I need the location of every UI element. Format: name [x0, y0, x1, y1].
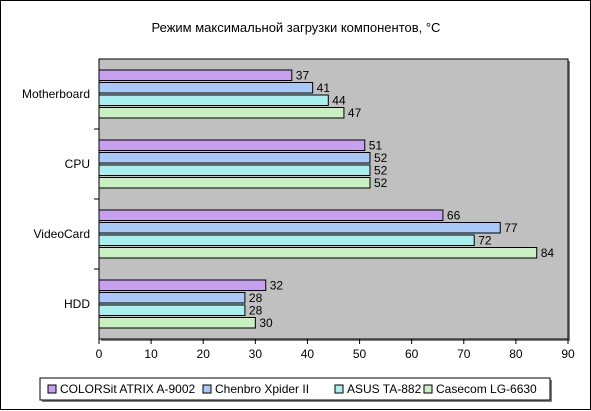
- legend-swatch: [47, 384, 57, 394]
- legend: COLORSit ATRIX A-9002 Chenbro Xpider II AS…: [39, 377, 552, 402]
- bar-value-label: 51: [369, 139, 383, 153]
- bar-value-label: 72: [478, 234, 492, 248]
- bar-value-label: 37: [296, 69, 310, 83]
- x-tick-label: 90: [561, 347, 575, 361]
- bar-value-label: 28: [249, 291, 263, 305]
- bar: [98, 69, 293, 81]
- bar: [98, 292, 246, 304]
- bar: [98, 164, 371, 176]
- bar: [98, 234, 475, 246]
- legend-swatch: [202, 384, 212, 394]
- category-label: HDD: [64, 297, 90, 311]
- bar-value-label: 52: [374, 151, 388, 165]
- legend-label: ASUS TA-882: [347, 382, 422, 396]
- bar: [98, 304, 246, 316]
- bar: [98, 279, 267, 291]
- bar-value-label: 66: [447, 209, 461, 223]
- chart-title: Режим максимальной загрузки компонентов,…: [152, 20, 441, 35]
- x-tick-label: 50: [353, 347, 367, 361]
- bar-value-label: 47: [348, 106, 362, 120]
- bar-value-label: 44: [332, 94, 346, 108]
- x-tick-label: 40: [301, 347, 315, 361]
- bar-value-label: 28: [249, 304, 263, 318]
- x-tick-label: 60: [405, 347, 419, 361]
- legend-swatch: [334, 384, 344, 394]
- category-label: Motherboard: [22, 87, 90, 101]
- x-tick-label: 10: [144, 347, 158, 361]
- legend-label: Chenbro Xpider II: [215, 382, 309, 396]
- bar: [98, 222, 501, 234]
- x-tick-label: 30: [249, 347, 263, 361]
- legend-swatch: [423, 384, 433, 394]
- bar: [98, 152, 371, 164]
- bar-value-label: 41: [317, 81, 331, 95]
- x-tick-label: 20: [197, 347, 211, 361]
- legend-box: [39, 377, 551, 401]
- bar: [98, 139, 366, 151]
- bar-value-label: 52: [374, 164, 388, 178]
- x-tick-label: 0: [96, 347, 103, 361]
- bar-value-label: 52: [374, 176, 388, 190]
- bar-value-label: 32: [270, 279, 284, 293]
- bar: [98, 82, 314, 94]
- bar-value-label: 77: [504, 221, 518, 235]
- bar: [98, 107, 345, 119]
- category-label: CPU: [65, 157, 90, 171]
- x-tick-label: 80: [509, 347, 523, 361]
- legend-label: Casecom LG-6630: [436, 382, 537, 396]
- category-label: VideoCard: [34, 227, 90, 241]
- x-tick-label: 70: [457, 347, 471, 361]
- bar: [98, 247, 538, 259]
- bar: [98, 209, 444, 221]
- bar: [98, 317, 256, 329]
- bar-value-label: 84: [541, 246, 555, 260]
- bar: [98, 177, 371, 189]
- legend-label: COLORSit ATRIX A-9002: [60, 382, 195, 396]
- bar: [98, 94, 329, 106]
- bar-value-label: 30: [259, 316, 273, 330]
